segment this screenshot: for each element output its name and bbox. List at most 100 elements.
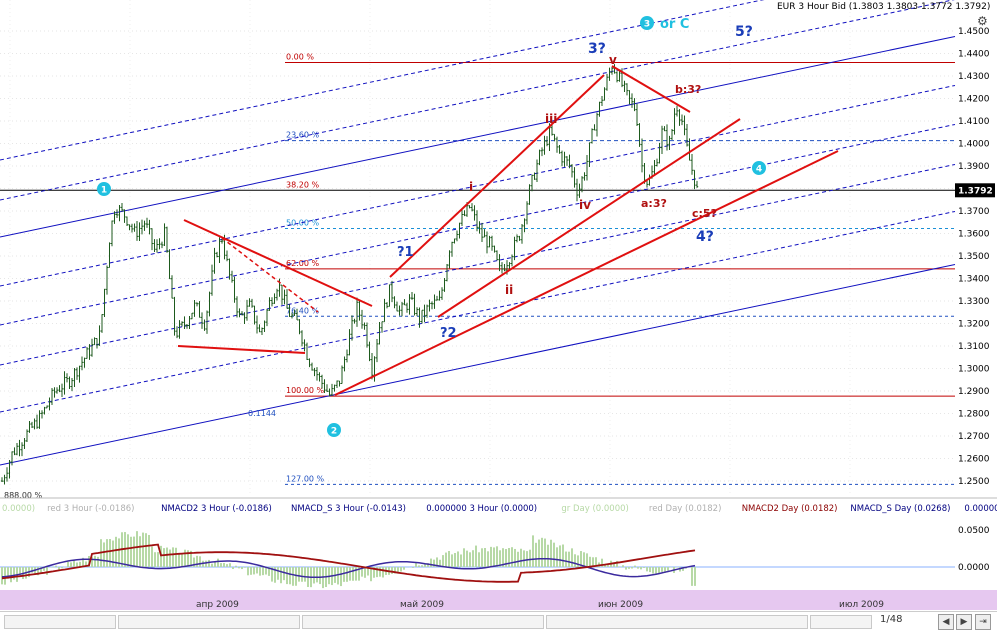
scroll-end-button[interactable]: ⇥ bbox=[975, 614, 991, 630]
status-cell bbox=[302, 615, 544, 629]
trend-line bbox=[389, 74, 605, 278]
wave-1-badge bbox=[97, 182, 111, 196]
indicator-legend-item: 0.000000 Day (0.0000) bbox=[964, 504, 997, 514]
time-label: май 2009 bbox=[400, 600, 444, 610]
price-tick: 1.3900 bbox=[958, 162, 990, 172]
wave-1-badge-label: 1 bbox=[101, 186, 107, 196]
indicator-legend-item: red Day (0.0182) bbox=[649, 504, 722, 514]
price-tick: 1.2500 bbox=[958, 477, 990, 487]
indicator-legend-item: NMACD_S Day (0.0268) bbox=[850, 504, 950, 514]
price-tick: 1.2700 bbox=[958, 432, 990, 442]
price-tick: 1.4200 bbox=[958, 95, 990, 105]
fib-label: 76.40 % bbox=[286, 306, 319, 315]
bottom-value-label: 888.00 % bbox=[4, 491, 43, 500]
channel-line bbox=[0, 0, 955, 201]
wave-4-badge bbox=[752, 161, 766, 175]
channel-lines bbox=[0, 0, 956, 466]
price-tick: 1.3400 bbox=[958, 275, 990, 285]
trend-line bbox=[183, 219, 373, 307]
wave-2-badge bbox=[327, 423, 341, 437]
channel-line bbox=[0, 35, 956, 238]
fib-label: 62.00 % bbox=[286, 259, 319, 268]
fib-label: 100.00 % bbox=[286, 386, 325, 395]
wave-q2-label: ?2 bbox=[440, 326, 457, 341]
price-tick: 1.3000 bbox=[958, 365, 990, 375]
channel-line bbox=[0, 123, 956, 326]
indicator-legend-item: NMACD_S 3 Hour (-0.0143) bbox=[291, 504, 406, 514]
price-tick: 1.3600 bbox=[958, 230, 990, 240]
status-cell bbox=[118, 615, 300, 629]
price-tick: 1.2900 bbox=[958, 387, 990, 397]
low-value-label: 0.1144 bbox=[248, 409, 276, 418]
current-price-box bbox=[955, 183, 995, 198]
page-counter: 1/48 bbox=[880, 614, 903, 625]
wave-iii-label: iii bbox=[545, 112, 557, 126]
price-tick: 1.3700 bbox=[958, 207, 990, 217]
time-label: июл 2009 bbox=[839, 600, 884, 610]
status-cell bbox=[4, 615, 116, 629]
fib-label: 0.00 % bbox=[286, 53, 314, 62]
status-bar: 1/48 ◀ ▶ ⇥ bbox=[0, 611, 997, 631]
trend-lines bbox=[177, 65, 839, 396]
wave-3-alt-label: or C bbox=[660, 17, 689, 32]
price-tick: 1.4300 bbox=[958, 72, 990, 82]
channel-line bbox=[0, 263, 956, 466]
settings-icon[interactable]: ⚙ bbox=[977, 14, 988, 28]
channel-line bbox=[0, 84, 956, 287]
status-cell bbox=[546, 615, 808, 629]
wave-4-badge-label: 4 bbox=[756, 165, 762, 175]
price-tick: 1.3200 bbox=[958, 320, 990, 330]
price-tick: 1.3500 bbox=[958, 252, 990, 262]
trend-line bbox=[177, 345, 306, 354]
wave-a3-label: a:3? bbox=[641, 197, 667, 210]
fib-label: 38.20 % bbox=[286, 180, 319, 189]
wave-5q-label: 5? bbox=[735, 24, 753, 40]
price-tick: 1.4400 bbox=[958, 50, 990, 60]
fib-label: 50.00 % bbox=[286, 219, 319, 228]
trend-line bbox=[334, 150, 839, 396]
channel-line bbox=[0, 163, 956, 366]
price-tick: 1.2600 bbox=[958, 455, 990, 465]
wave-v-label: v bbox=[609, 53, 617, 67]
price-tick: 1.2800 bbox=[958, 410, 990, 420]
wave-2-badge-label: 2 bbox=[331, 427, 337, 437]
trend-line bbox=[611, 65, 691, 113]
price-tick: 1.4100 bbox=[958, 117, 990, 127]
fib-label: 23.60 % bbox=[286, 131, 319, 140]
indicator-tick: 0.0000 bbox=[958, 563, 990, 573]
time-label: апр 2009 bbox=[196, 600, 239, 610]
wave-c5-label: c:5? bbox=[692, 207, 717, 220]
indicator-legend-item: 0.0000) bbox=[2, 504, 35, 514]
indicator-legend-item: 0.000000 3 Hour (0.0000) bbox=[426, 504, 537, 514]
channel-line bbox=[0, 210, 956, 413]
channel-line bbox=[0, 0, 765, 161]
grid bbox=[0, 0, 955, 495]
price-tick: 1.3100 bbox=[958, 342, 990, 352]
trend-line bbox=[437, 118, 741, 318]
nmacd-day-line bbox=[1, 543, 696, 583]
wave-ii-label: ii bbox=[505, 283, 513, 297]
scroll-right-button[interactable]: ▶ bbox=[956, 614, 972, 630]
chart-title: EUR 3 Hour Bid (1.3803 1.3803 1.3772 1.3… bbox=[777, 2, 991, 12]
wave-3q-label: 3? bbox=[588, 41, 606, 57]
time-axis-band bbox=[0, 590, 997, 610]
indicator-legend-item: NMACD2 3 Hour (-0.0186) bbox=[161, 504, 272, 514]
price-series bbox=[1, 64, 699, 485]
wave-iv-label: iv bbox=[579, 198, 591, 212]
indicator-legend-item: gr Day (0.0000) bbox=[561, 504, 628, 514]
fibonacci-levels: 0.00 % 23.60 % 38.20 % 50.00 % 62.00 % 76.40 … bbox=[0, 53, 955, 485]
wave-3-badge-label: 3 bbox=[644, 20, 650, 30]
wave-4q-label: 4? bbox=[696, 229, 714, 245]
wave-3-badge bbox=[640, 16, 654, 30]
scroll-left-button[interactable]: ◀ bbox=[938, 614, 954, 630]
trend-line bbox=[221, 237, 319, 313]
indicator-panel: 0.0000) red 3 Hour (-0.0186) NMACD2 3 Hour… bbox=[0, 497, 997, 610]
wave-i-label: i bbox=[469, 180, 473, 194]
price-axis: 1.4500 1.4400 1.4300 1.4200 1.4100 1.4000 1.39… bbox=[955, 27, 995, 487]
wave-b3-label: b:3? bbox=[675, 83, 701, 96]
price-tick: 1.4500 bbox=[958, 27, 990, 37]
price-tick: 1.3300 bbox=[958, 297, 990, 307]
wave-q1-label: ?1 bbox=[397, 245, 414, 260]
